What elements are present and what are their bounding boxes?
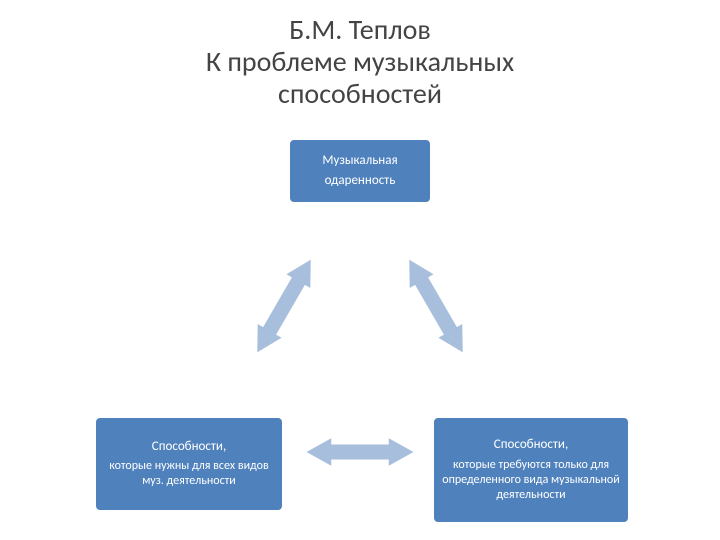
node-title: Способности, xyxy=(494,437,568,453)
cycle-arrow xyxy=(244,251,325,361)
node-subtitle: одаренность xyxy=(325,173,396,189)
diagram-node-left: Способности, которые нужны для всех видов… xyxy=(94,416,284,512)
diagram-node-right: Способности, которые требуются только для… xyxy=(432,416,630,524)
diagram-node-top: Музыкальная одаренность xyxy=(288,138,432,204)
cycle-arrow xyxy=(396,251,477,361)
node-subtitle: которые требуются только для определенно… xyxy=(442,458,620,503)
cycle-arrow xyxy=(305,437,415,467)
cycle-diagram: Музыкальная одаренность Способности, которы… xyxy=(0,0,720,540)
node-title: Способности, xyxy=(152,439,226,455)
node-subtitle: которые нужны для всех видов муз. деятел… xyxy=(104,459,274,489)
slide: Б.М. Теплов К проблеме музыкальных спосо… xyxy=(0,0,720,540)
node-title: Музыкальная xyxy=(322,153,397,169)
